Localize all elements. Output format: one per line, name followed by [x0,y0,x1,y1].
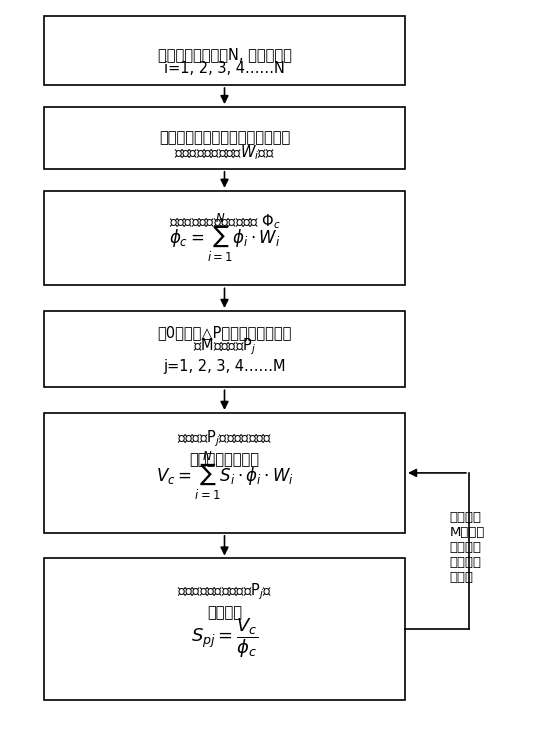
FancyBboxPatch shape [44,311,405,387]
FancyBboxPatch shape [44,191,405,285]
Text: $\phi_c = \sum_{i=1}^{N} \phi_i \cdot W_i$: $\phi_c = \sum_{i=1}^{N} \phi_i \cdot W_… [169,211,280,264]
Text: 进汞体积进行求和: 进汞体积进行求和 [190,452,260,467]
Text: 计算粗化曲线在压力点P$_j$的: 计算粗化曲线在压力点P$_j$的 [177,582,272,602]
Text: 在压力点P$_j$，对所有曲线的: 在压力点P$_j$，对所有曲线的 [177,428,272,450]
Text: 循环直至
M个压力
点对应汞
饱和度计
算完毕: 循环直至 M个压力 点对应汞 饱和度计 算完毕 [450,511,485,584]
Text: 根据地质认识或岩心观察结果对各: 根据地质认识或岩心观察结果对各 [159,131,290,145]
Text: 汞饱和度: 汞饱和度 [207,605,242,621]
Text: $V_c = \sum_{i=1}^{N} S_i \cdot \phi_i \cdot W_i$: $V_c = \sum_{i=1}^{N} S_i \cdot \phi_i \… [155,450,293,502]
FancyBboxPatch shape [44,107,405,169]
FancyBboxPatch shape [44,16,405,85]
Text: j=1, 2, 3, 4……M: j=1, 2, 3, 4……M [163,359,286,374]
Text: 从0开始以△P为压力递增量，确: 从0开始以△P为压力递增量，确 [158,325,292,340]
Text: $S_{pj} = \dfrac{V_c}{\phi_c}$: $S_{pj} = \dfrac{V_c}{\phi_c}$ [191,617,258,660]
FancyBboxPatch shape [44,558,405,700]
FancyBboxPatch shape [44,413,405,533]
Text: 计算所有样品的加权孔隙度 $\Phi_c$: 计算所有样品的加权孔隙度 $\Phi_c$ [169,212,280,231]
Text: i=1, 2, 3, 4……N: i=1, 2, 3, 4……N [164,61,285,77]
Text: 定M个压力点P$_j$: 定M个压力点P$_j$ [193,336,256,357]
Text: 原始曲线的权重系数$W_i$赋值: 原始曲线的权重系数$W_i$赋值 [174,143,275,162]
Text: 确定原始曲线数量N, 并依次编号: 确定原始曲线数量N, 并依次编号 [158,47,292,62]
